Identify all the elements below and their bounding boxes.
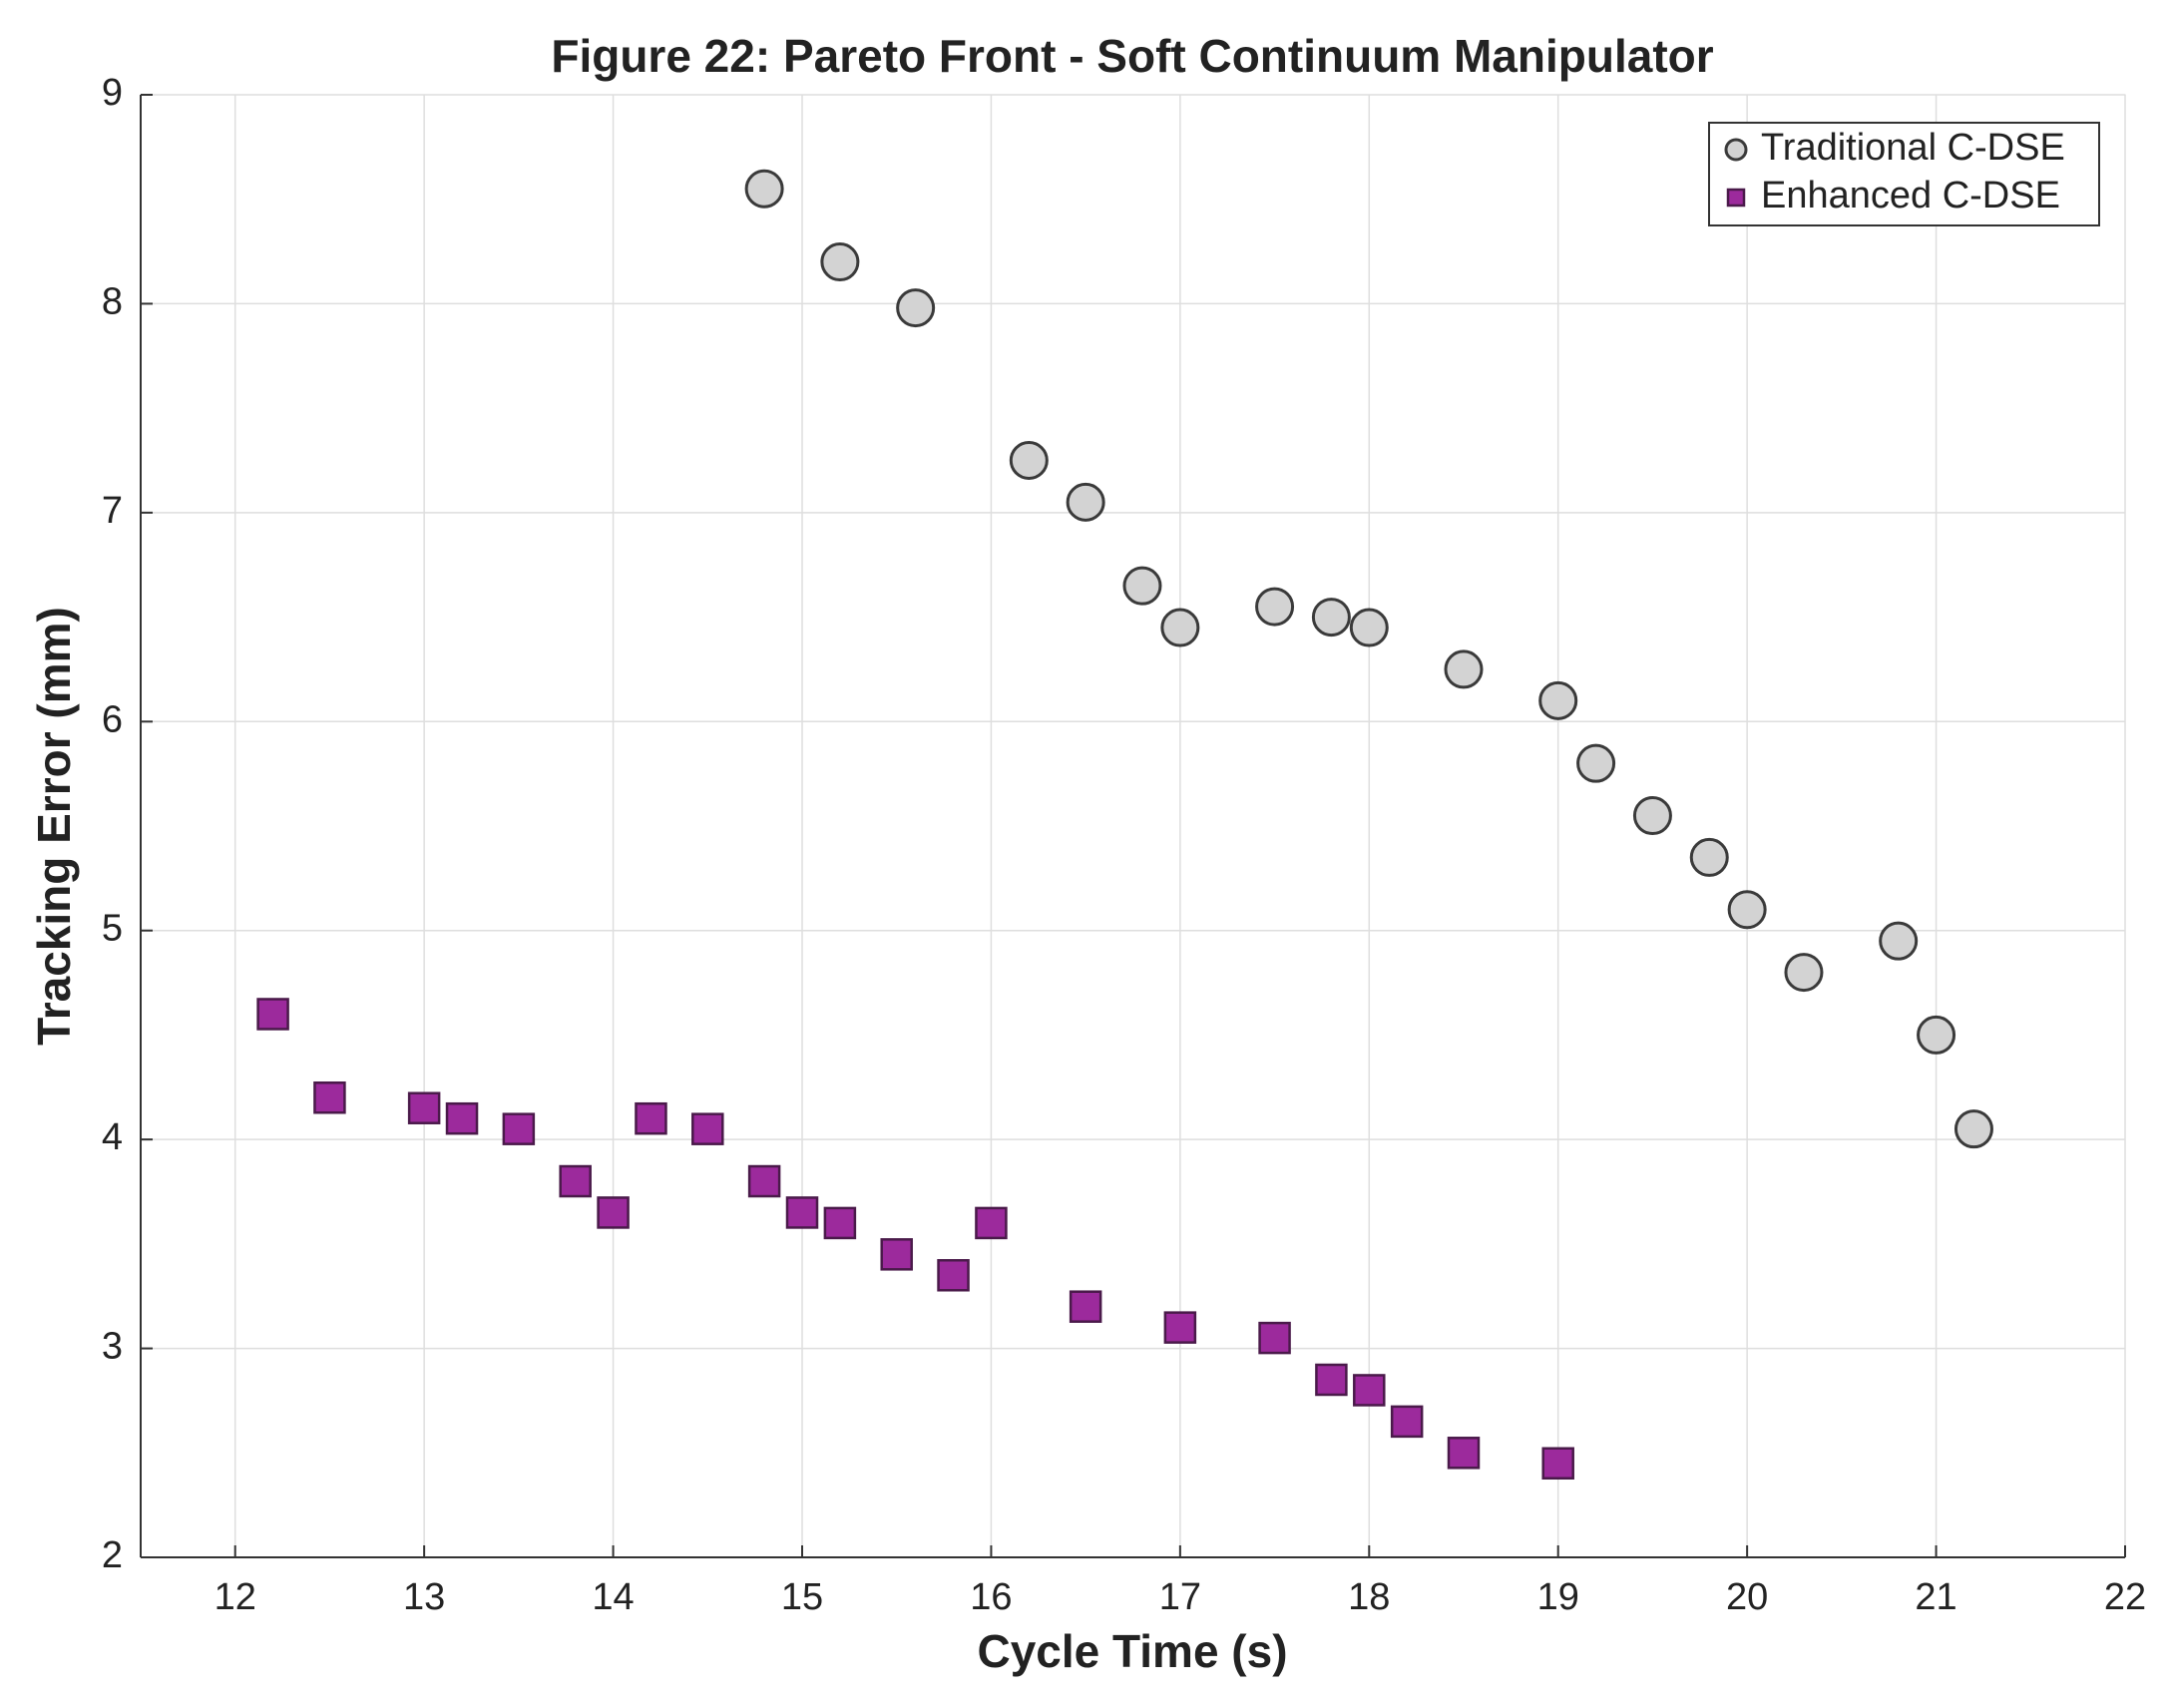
point [1009,441,1049,480]
point [880,1238,913,1271]
x-tick-label: 14 [592,1576,634,1618]
point [744,169,784,209]
point [313,1081,346,1114]
x-tick-label: 21 [1915,1576,1956,1618]
point [1689,837,1729,877]
point [1784,953,1824,993]
point [691,1112,724,1145]
legend-label: Traditional C-DSE [1761,127,2065,169]
point [1953,1109,1993,1149]
x-tick-label: 12 [215,1576,256,1618]
point [597,1196,630,1229]
point [256,998,289,1031]
x-tick-label: 15 [781,1576,823,1618]
point [1160,608,1200,647]
y-tick-label: 4 [102,1116,123,1158]
x-tick-label: 17 [1159,1576,1201,1618]
y-tick-label: 9 [102,72,123,114]
y-tick-label: 3 [102,1326,123,1368]
point [1390,1405,1424,1439]
point [1069,1290,1102,1323]
point [1311,598,1351,638]
point [1066,482,1105,522]
point [1727,890,1767,930]
point [445,1101,479,1135]
point [1315,1363,1348,1397]
point [937,1259,970,1292]
point [635,1101,667,1135]
point [559,1164,592,1198]
point [1447,1437,1481,1470]
y-tick-label: 6 [102,698,123,740]
chart-title: Figure 22: Pareto Front - Soft Continuum… [551,30,1713,82]
x-tick-label: 13 [403,1576,445,1618]
legend [1708,122,2100,226]
point [1541,1447,1574,1481]
x-tick-label: 16 [970,1576,1012,1618]
x-tick-label: 18 [1348,1576,1390,1618]
legend-marker [1724,138,1748,162]
point [1255,587,1295,627]
point [1444,649,1484,689]
point [785,1196,819,1229]
point [1353,1374,1386,1407]
x-tick-label: 20 [1726,1576,1768,1618]
point [1349,608,1389,647]
y-tick-label: 7 [102,490,123,532]
point [896,288,936,328]
y-tick-label: 8 [102,280,123,322]
plot-area [140,94,2126,1558]
point [747,1164,781,1198]
point [1576,743,1616,783]
point [1163,1311,1197,1344]
x-tick-label: 19 [1537,1576,1579,1618]
point [1538,680,1578,720]
x-axis-title: Cycle Time (s) [977,1625,1287,1677]
point [1632,796,1672,836]
point [975,1206,1008,1240]
y-axis-title: Tracking Error (mm) [28,607,80,1046]
point [1258,1321,1291,1355]
point [407,1091,441,1124]
point [1879,921,1919,961]
y-tick-label: 2 [102,1534,123,1576]
point [1917,1015,1956,1055]
point [502,1112,536,1145]
point [823,1206,857,1240]
point [1122,566,1162,606]
x-tick-label: 22 [2104,1576,2146,1618]
y-tick-label: 5 [102,908,123,950]
legend-label: Enhanced C-DSE [1761,175,2060,216]
legend-marker [1726,188,1746,208]
point [820,242,860,282]
